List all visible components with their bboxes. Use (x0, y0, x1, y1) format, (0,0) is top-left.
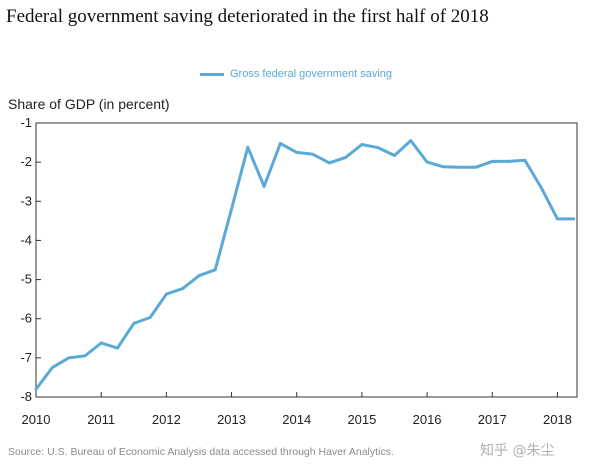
data-point (262, 185, 266, 188)
y-tick-label: -4 (20, 232, 32, 247)
y-tick-label: -7 (20, 350, 32, 365)
x-tick-label: 2010 (22, 412, 51, 427)
data-point (409, 139, 413, 143)
data-point (132, 322, 136, 325)
data-point (458, 165, 462, 169)
y-tick-label: -2 (20, 154, 32, 169)
legend: Gross federal government saving (200, 66, 392, 82)
y-tick-label: -1 (20, 115, 32, 130)
legend-label: Gross federal government saving (230, 68, 393, 80)
data-point (490, 159, 494, 163)
chart-title: Federal government saving deteriorated i… (6, 6, 489, 27)
data-point (393, 154, 396, 157)
series-points (34, 139, 576, 391)
data-point (181, 287, 185, 290)
y-tick-label: -5 (20, 272, 32, 287)
data-point (556, 217, 559, 221)
y-tick-label: -8 (20, 389, 32, 404)
y-tick-label: -3 (20, 193, 32, 208)
data-point (50, 366, 54, 370)
legend-swatch (200, 72, 224, 76)
data-point (246, 145, 250, 149)
data-point (83, 354, 87, 358)
data-point (572, 217, 576, 221)
x-axis-ticks: 2010 2011 2012 2013 2014 2015 2016 2017 2018 (22, 392, 572, 427)
watermark: 知乎 @朱尘 (480, 443, 555, 459)
data-point (213, 268, 217, 272)
data-point (523, 158, 527, 162)
x-tick-label: 2014 (282, 412, 311, 427)
x-tick-label: 2018 (543, 412, 572, 427)
x-tick-label: 2013 (217, 412, 246, 427)
data-point (474, 165, 478, 169)
plot-frame (35, 122, 578, 398)
data-point (311, 152, 315, 156)
data-point (327, 161, 331, 165)
data-point (425, 160, 429, 164)
x-tick-label: 2017 (478, 412, 507, 427)
data-point (507, 159, 510, 163)
x-tick-label: 2015 (347, 412, 376, 427)
data-point (116, 346, 119, 350)
data-point (295, 150, 299, 154)
data-point (67, 356, 70, 360)
data-point (441, 165, 445, 169)
data-point (230, 207, 233, 211)
data-point (376, 146, 380, 150)
data-point (164, 292, 168, 296)
data-point (360, 143, 364, 146)
series-line-gross-federal-saving (34, 139, 576, 391)
x-tick-label: 2011 (87, 412, 115, 427)
x-tick-label: 2012 (152, 412, 181, 427)
data-point (148, 316, 152, 319)
data-point (539, 186, 543, 189)
data-point (99, 341, 103, 345)
y-axis-label: Share of GDP (in percent) (8, 96, 170, 112)
y-tick-label: -6 (20, 311, 32, 326)
data-point (279, 141, 282, 145)
data-point (34, 387, 38, 391)
source-note: Source: U.S. Bureau of Economic Analysis… (8, 446, 394, 458)
x-tick-label: 2016 (413, 412, 442, 427)
y-axis-ticks: -1 -2 -3 -4 -5 -6 -7 -8 (20, 115, 41, 404)
data-point (344, 156, 348, 159)
data-point (197, 274, 201, 278)
